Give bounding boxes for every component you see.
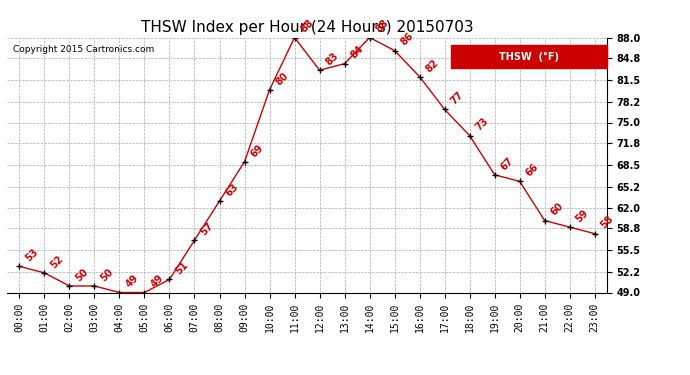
Title: THSW Index per Hour (24 Hours) 20150703: THSW Index per Hour (24 Hours) 20150703: [141, 20, 473, 35]
FancyBboxPatch shape: [451, 45, 607, 68]
Text: 51: 51: [174, 260, 190, 277]
Text: Copyright 2015 Cartronics.com: Copyright 2015 Cartronics.com: [13, 45, 154, 54]
Text: 88: 88: [299, 18, 315, 35]
Text: 69: 69: [248, 142, 265, 159]
Text: 60: 60: [549, 201, 565, 218]
Text: 52: 52: [48, 254, 65, 270]
Text: 63: 63: [224, 182, 240, 198]
Text: 66: 66: [524, 162, 540, 178]
Text: 67: 67: [499, 155, 515, 172]
Text: 57: 57: [199, 221, 215, 237]
Text: 53: 53: [23, 247, 40, 264]
Text: 86: 86: [399, 31, 415, 48]
Text: 77: 77: [448, 90, 465, 106]
Text: 80: 80: [274, 70, 290, 87]
Text: 50: 50: [99, 267, 115, 283]
Text: 88: 88: [374, 18, 391, 35]
Text: 58: 58: [599, 214, 615, 231]
Text: 82: 82: [424, 57, 440, 74]
Text: 83: 83: [324, 51, 340, 68]
Text: 59: 59: [574, 208, 591, 224]
Text: 49: 49: [148, 273, 165, 290]
Text: 50: 50: [74, 267, 90, 283]
Text: 84: 84: [348, 44, 366, 61]
Text: THSW  (°F): THSW (°F): [499, 52, 559, 62]
Text: 49: 49: [124, 273, 140, 290]
Text: 73: 73: [474, 116, 491, 133]
